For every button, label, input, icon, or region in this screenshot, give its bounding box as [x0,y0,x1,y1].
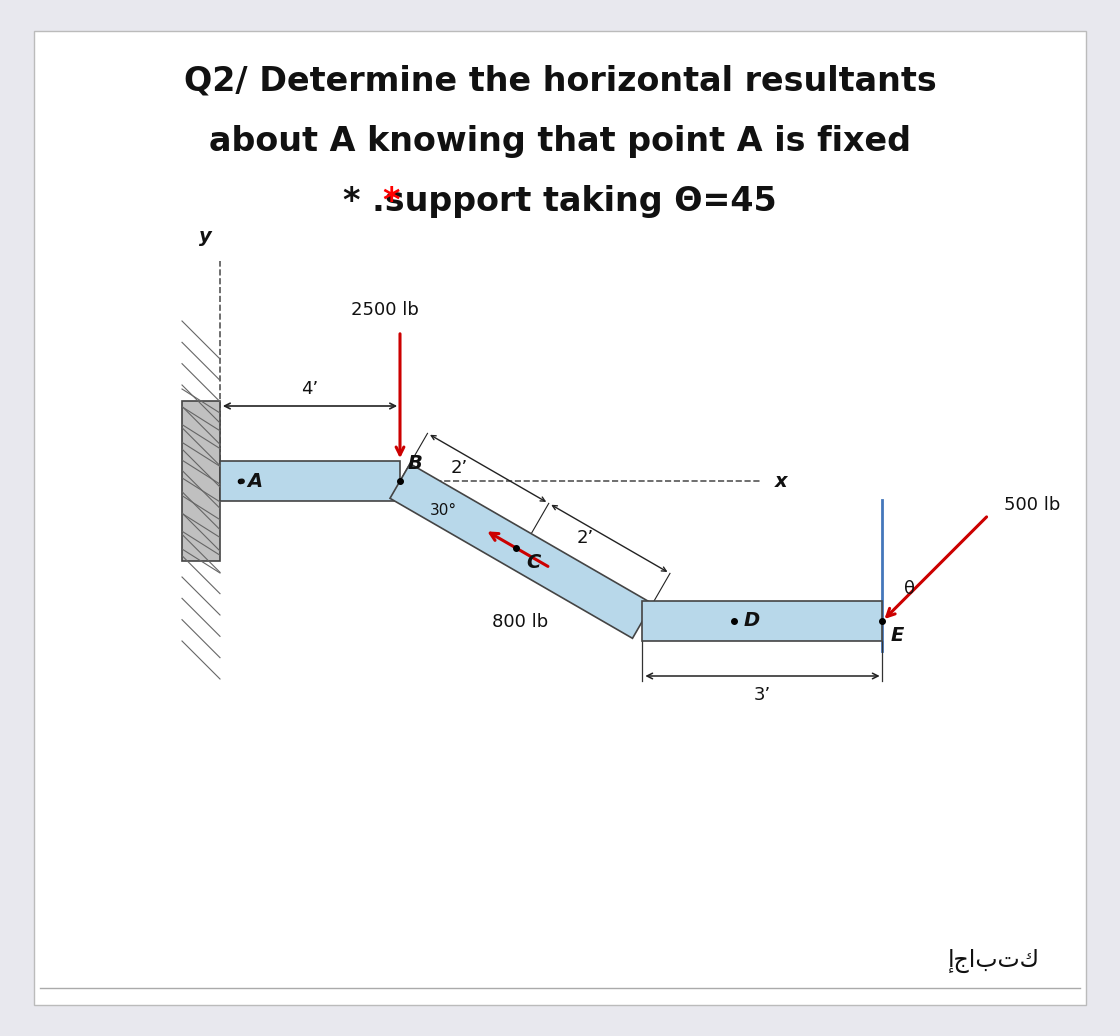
Text: Q2/ Determine the horizontal resultants: Q2/ Determine the horizontal resultants [184,64,936,97]
Text: θ: θ [905,580,915,598]
Bar [183,401,220,562]
Polygon shape [220,461,400,501]
Text: 800 lb: 800 lb [492,613,549,631]
Text: * .support taking Θ=45: * .support taking Θ=45 [343,184,777,218]
Polygon shape [390,464,653,638]
Text: 2’: 2’ [451,459,468,478]
Text: 2500 lb: 2500 lb [351,301,419,319]
Text: 500 lb: 500 lb [1004,496,1060,514]
Text: C: C [526,553,541,572]
Text: 30°: 30° [430,503,457,518]
Text: D: D [744,611,760,631]
Text: E: E [890,626,904,645]
Text: $\bullet$A: $\bullet$A [235,471,263,490]
Text: B: B [408,454,423,473]
Polygon shape [643,601,883,641]
Text: *: * [382,184,400,218]
Text: 2’: 2’ [577,529,595,547]
Text: 4’: 4’ [301,380,318,398]
Text: y: y [198,227,212,246]
Text: إجابتك: إجابتك [948,949,1040,973]
Text: about A knowing that point A is fixed: about A knowing that point A is fixed [209,124,911,157]
Text: 3’: 3’ [754,686,771,704]
Text: x: x [775,471,787,490]
